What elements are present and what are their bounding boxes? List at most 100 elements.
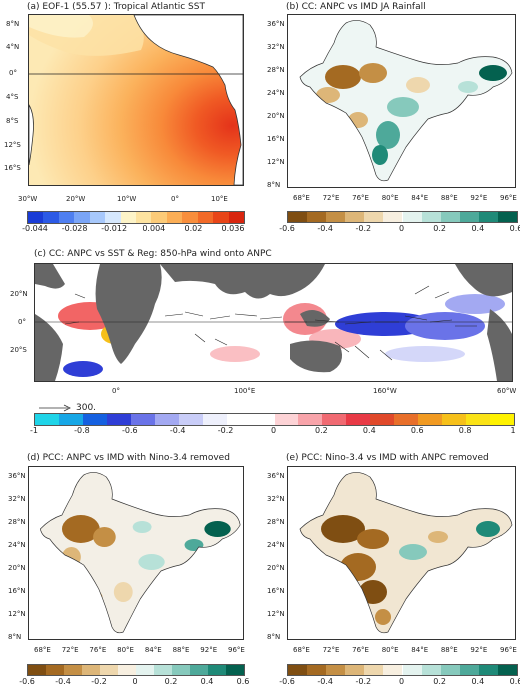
lon-tick: 96°E [500, 194, 517, 202]
panel-a-colorbar [27, 211, 245, 224]
colorbar-label: 1 [510, 426, 516, 435]
panel-e-map [287, 466, 516, 640]
panel-c-map [34, 263, 513, 382]
lat-tick: 8°N [267, 181, 281, 190]
colorbar-swatch [346, 414, 371, 425]
lat-tick: 24°N [267, 89, 285, 97]
colorbar-label: -0.2 [355, 677, 372, 686]
lon-tick: 84°E [411, 646, 429, 654]
lat-tick: 20°N [8, 564, 26, 572]
lon-tick: 80°E [117, 646, 134, 654]
colorbar-swatch [322, 414, 347, 425]
colorbar-swatch [418, 414, 443, 425]
colorbar-label: -0.028 [61, 224, 88, 233]
colorbar-swatch [166, 212, 183, 223]
lat-tick: 24°N [8, 541, 26, 549]
colorbar-label: -0.2 [217, 426, 234, 435]
colorbar-label: -0.2 [355, 224, 372, 233]
colorbar-label: -0.044 [22, 224, 48, 233]
colorbar-swatch [307, 665, 327, 675]
colorbar-swatch [106, 414, 131, 425]
colorbar-label: -0.012 [101, 224, 128, 233]
lon-tick: 92°E [470, 646, 488, 654]
panel-a-lon-tick: 10°E [211, 195, 228, 203]
colorbar-label: -0.4 [317, 677, 333, 686]
colorbar-label: 0.4 [362, 426, 376, 435]
colorbar-label: 0.2 [315, 426, 328, 435]
colorbar-swatch [182, 212, 198, 223]
colorbar-swatch [154, 665, 172, 675]
colorbar-swatch [202, 414, 227, 425]
lon-tick: 92°E [470, 194, 488, 202]
colorbar-swatch [99, 665, 118, 675]
colorbar-swatch [226, 414, 251, 425]
panel-a-lat-tick: 8°N [6, 20, 20, 28]
colorbar-swatch [226, 665, 244, 675]
lon-tick: 84°E [144, 646, 162, 654]
colorbar-swatch [421, 665, 441, 675]
lon-tick: 88°E [172, 646, 190, 654]
colorbar-label: 0 [270, 426, 277, 435]
lat-tick: 32°N [8, 495, 26, 503]
colorbar-label: 0.036 [221, 224, 245, 233]
panel-a-lon-tick: 30°W [18, 195, 38, 203]
colorbar-label: -0.4 [317, 224, 333, 233]
panel-e-title: (e) PCC: Nino-3.4 vs IMD with ANPC remov… [286, 453, 489, 463]
lat-tick: 16°N [267, 587, 285, 595]
panel-a-title: (a) EOF-1 (55.57 ): Tropical Atlantic SS… [27, 2, 205, 12]
lon-tick: 76°E [89, 646, 107, 654]
panel-e-colorbar [287, 664, 518, 676]
colorbar-swatch [58, 212, 75, 223]
colorbar-swatch [288, 212, 308, 222]
colorbar-swatch [89, 212, 106, 223]
lon-tick: 96°E [500, 646, 517, 654]
colorbar-label: 0.4 [471, 224, 485, 233]
colorbar-label: -0.6 [121, 426, 138, 435]
colorbar-swatch [394, 414, 419, 425]
panel-a-lon-tick: 0° [171, 195, 179, 203]
colorbar-label: -1 [30, 426, 38, 435]
panel-a-lat-tick: 16°S [4, 164, 21, 172]
panel-b-title: (b) CC: ANPC vs IMD JA Rainfall [286, 2, 426, 12]
colorbar-label: -0.4 [169, 426, 186, 435]
colorbar-swatch [370, 414, 395, 425]
lat-tick: 8°N [267, 633, 281, 642]
colorbar-swatch [28, 665, 46, 675]
colorbar-swatch [459, 665, 479, 675]
colorbar-swatch [208, 665, 226, 675]
lon-tick: 72°E [61, 646, 79, 654]
colorbar-swatch [364, 665, 384, 675]
lon-tick: 92°E [200, 646, 218, 654]
wind-vectors [64, 285, 477, 361]
colorbar-label: 0.6 [509, 677, 520, 686]
panel-a-lat-tick: 4°S [6, 93, 19, 101]
colorbar-swatch [326, 212, 346, 222]
panel-c-lat-tick: 0° [18, 318, 26, 326]
colorbar-label: 0.4 [471, 677, 485, 686]
lat-tick: 36°N [267, 20, 285, 28]
colorbar-label: -0.6 [19, 677, 35, 686]
colorbar-swatch [45, 665, 64, 675]
lat-tick: 28°N [267, 518, 285, 526]
panel-d-map [28, 466, 244, 640]
panel-c-lon-tick: 60°W [497, 387, 517, 395]
panel-a-lon-tick: 20°W [66, 195, 86, 203]
colorbar-label: -0.4 [55, 677, 71, 686]
lat-tick: 32°N [267, 495, 285, 503]
colorbar-label: 0.6 [236, 677, 250, 686]
lat-tick: 8°N [8, 633, 22, 642]
lat-tick: 36°N [267, 472, 285, 480]
colorbar-swatch [402, 212, 422, 222]
panel-c-lon-tick: 100°E [234, 387, 256, 395]
colorbar-swatch [151, 212, 167, 223]
lat-tick: 12°N [267, 158, 285, 167]
panel-c-colorbar [34, 413, 515, 426]
colorbar-swatch [35, 414, 59, 425]
colorbar-swatch [478, 665, 498, 675]
colorbar-swatch [171, 665, 190, 675]
panel-b-colorbar [287, 211, 518, 223]
colorbar-swatch [120, 212, 136, 223]
colorbar-swatch [442, 414, 467, 425]
colorbar-label: 0.02 [184, 224, 203, 233]
colorbar-label: 0.4 [200, 677, 214, 686]
